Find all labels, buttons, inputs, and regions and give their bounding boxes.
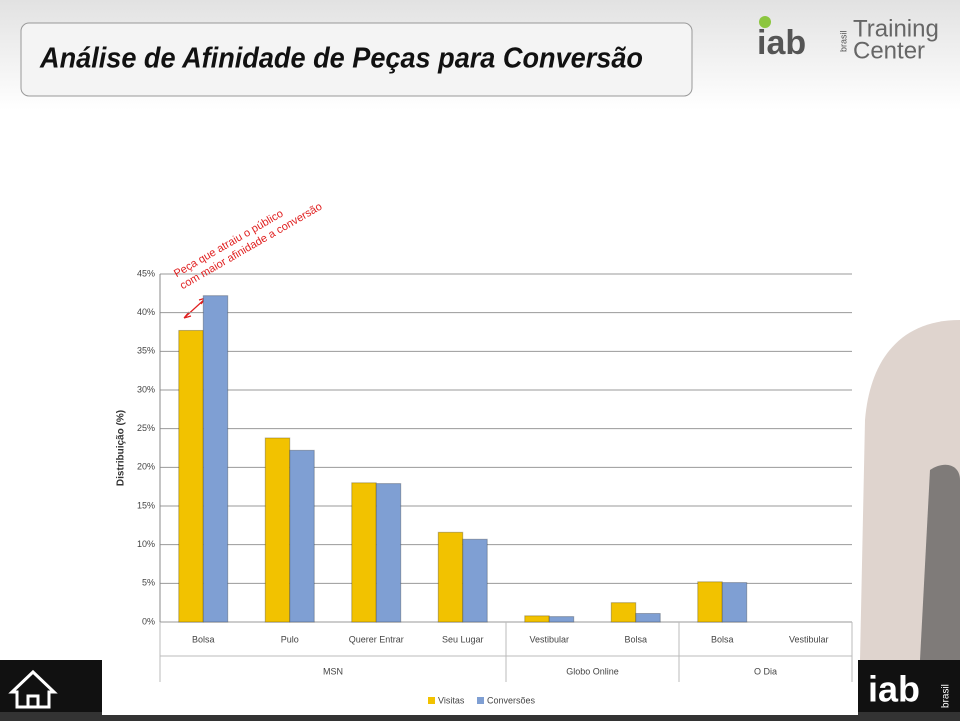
y-tick-label: 0% [142, 616, 155, 626]
bar [202, 295, 229, 623]
bar [178, 329, 204, 623]
background-photo [920, 464, 960, 660]
y-tick-label: 15% [137, 500, 155, 510]
logo-text: Training [853, 15, 939, 42]
y-tick-label: 30% [137, 384, 155, 394]
x-tick-label: Vestibular [789, 634, 829, 644]
group-label: Globo Online [566, 666, 619, 676]
logo-country: brasil [838, 30, 848, 52]
bar [610, 602, 637, 623]
bar [548, 616, 575, 623]
x-tick-label: Bolsa [624, 634, 647, 644]
legend-label: Conversões [487, 695, 536, 705]
legend-swatch [477, 697, 484, 704]
legend-swatch [428, 697, 435, 704]
bar [635, 612, 661, 623]
bar [524, 615, 550, 623]
y-tick-label: 20% [137, 462, 155, 472]
y-tick-label: 5% [142, 578, 155, 588]
x-tick-label: Pulo [281, 634, 299, 644]
logo-dot [759, 16, 771, 28]
footer-logo-country: brasil [941, 684, 952, 708]
bar [462, 538, 488, 623]
bar [351, 482, 377, 623]
y-tick-label: 25% [137, 423, 155, 433]
logo-brand: iab [757, 24, 806, 62]
logo-text: Center [853, 37, 925, 64]
legend-label: Visitas [438, 695, 465, 705]
y-tick-label: 40% [137, 307, 155, 317]
title-box [20, 22, 693, 97]
slide-title: Análise de Afinidade de Peças para Conve… [39, 43, 643, 75]
bar [375, 483, 402, 623]
y-tick-label: 35% [137, 346, 155, 356]
group-label: MSN [323, 666, 343, 676]
annotation-arrow [183, 297, 207, 319]
y-tick-label: 10% [137, 539, 155, 549]
x-tick-label: Seu Lugar [442, 634, 484, 644]
group-label: O Dia [754, 666, 777, 676]
bar [697, 581, 723, 623]
bar [437, 531, 464, 623]
x-tick-label: Querer Entrar [349, 634, 404, 644]
bar [721, 582, 748, 623]
footer-logo-brand: iab [868, 669, 920, 710]
footer-left [0, 660, 102, 712]
footer-right [858, 660, 960, 712]
x-tick-label: Vestibular [529, 634, 569, 644]
y-tick-label: 45% [137, 268, 155, 278]
footer-strip [0, 712, 960, 721]
chart-area [102, 255, 858, 715]
x-tick-label: Bolsa [711, 634, 734, 644]
x-tick-label: Bolsa [192, 634, 215, 644]
bar [289, 449, 315, 623]
bar [264, 437, 291, 623]
home-button[interactable] [8, 669, 58, 709]
y-axis-label: Distribuição (%) [116, 410, 127, 486]
